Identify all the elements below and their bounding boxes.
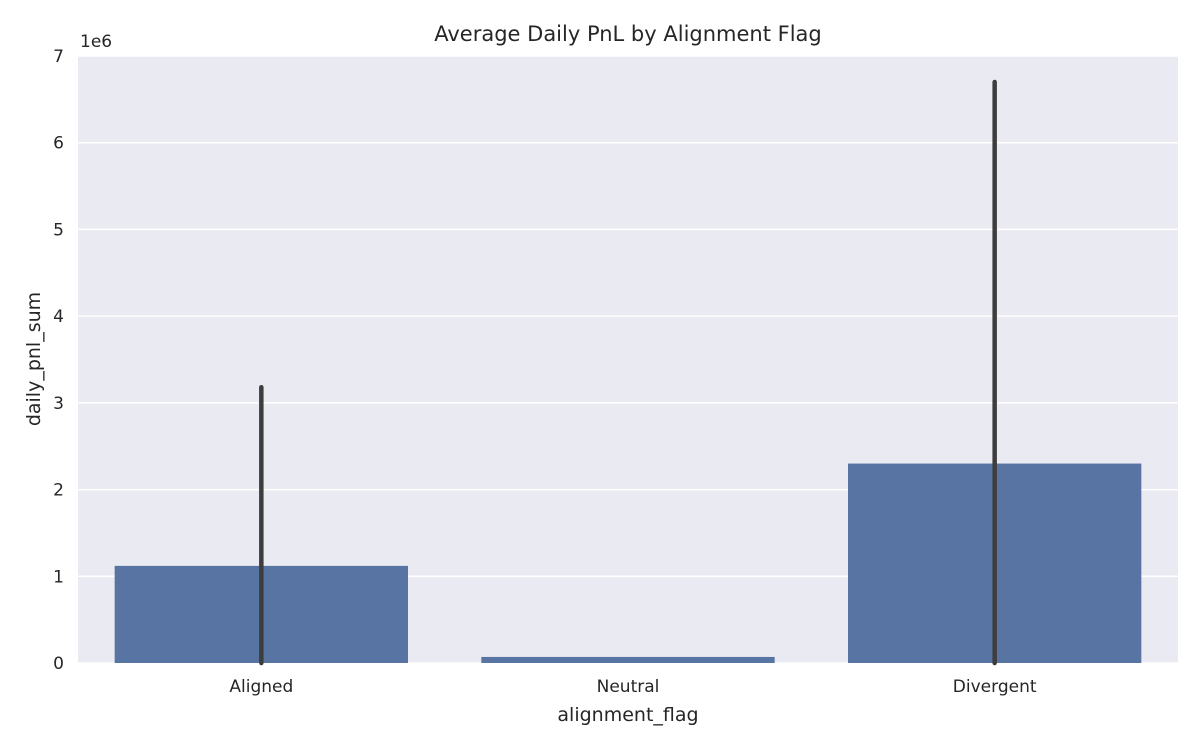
y-tick-label: 3 <box>53 394 64 414</box>
chart-title: Average Daily PnL by Alignment Flag <box>434 22 822 46</box>
y-tick-label: 5 <box>53 220 64 240</box>
bar-neutral <box>481 656 775 663</box>
y-tick-labels: 0 1 2 3 4 5 6 7 <box>53 47 64 674</box>
x-tick-label: Neutral <box>597 677 660 697</box>
y-axis-label: daily_pnl_sum <box>23 292 45 426</box>
x-tick-label: Aligned <box>229 677 293 697</box>
error-bars <box>259 79 997 666</box>
x-tick-label: Divergent <box>953 677 1037 697</box>
y-tick-label: 6 <box>53 134 64 154</box>
y-tick-label: 2 <box>53 481 64 501</box>
y-tick-label: 4 <box>53 307 64 327</box>
y-tick-label: 0 <box>53 654 64 674</box>
y-tick-label: 1 <box>53 567 64 587</box>
x-axis-label: alignment_flag <box>557 704 698 726</box>
x-tick-labels: Aligned Neutral Divergent <box>229 677 1036 697</box>
y-tick-label: 7 <box>53 47 64 67</box>
y-axis-offset-label: 1e6 <box>80 32 112 52</box>
